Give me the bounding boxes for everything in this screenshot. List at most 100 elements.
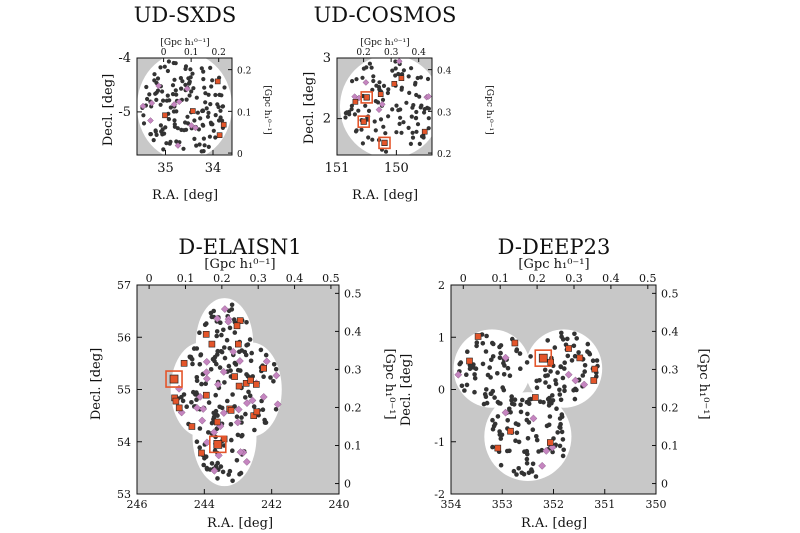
galaxy-point bbox=[194, 95, 199, 100]
top-tick-label: 0.4 bbox=[286, 272, 304, 285]
pink-diamond-point bbox=[362, 79, 370, 86]
galaxy-point bbox=[222, 85, 227, 90]
galaxy-point bbox=[544, 423, 550, 429]
galaxy-point bbox=[538, 399, 543, 405]
galaxy-point bbox=[168, 139, 173, 144]
galaxy-point bbox=[514, 472, 519, 477]
galaxy-point bbox=[217, 365, 223, 370]
galaxy-point bbox=[234, 414, 240, 420]
galaxy-point bbox=[173, 61, 178, 66]
galaxy-point bbox=[562, 360, 567, 366]
galaxy-point bbox=[244, 320, 249, 325]
galaxy-point bbox=[480, 361, 486, 367]
galaxy-point bbox=[218, 108, 223, 113]
galaxy-point bbox=[406, 74, 411, 79]
top-axis-label: [Gpc h₁⁰⁻¹] bbox=[204, 257, 275, 272]
orange-square-point bbox=[466, 357, 473, 365]
galaxy-point bbox=[398, 115, 403, 120]
galaxy-point bbox=[197, 330, 202, 336]
orange-square-point bbox=[235, 340, 242, 348]
galaxy-point bbox=[394, 130, 399, 135]
galaxy-point bbox=[518, 409, 524, 415]
galaxy-point bbox=[184, 404, 189, 410]
y-tick-label: 57 bbox=[117, 279, 131, 292]
galaxy-point bbox=[422, 110, 427, 115]
panel-ud-sxds: UD-SXDS [Gpc h₁⁰⁻¹] R.A. [deg] Decl. [de… bbox=[101, 3, 272, 203]
pink-diamond-point bbox=[202, 357, 211, 366]
galaxy-point bbox=[590, 358, 596, 364]
galaxy-point bbox=[203, 454, 209, 460]
galaxy-point bbox=[172, 77, 177, 82]
galaxy-point bbox=[517, 351, 523, 356]
galaxy-point bbox=[240, 432, 245, 438]
top-axis-label: [Gpc h₁⁰⁻¹] bbox=[360, 38, 409, 48]
top-tick-label: 0.5 bbox=[322, 272, 340, 285]
right-tick-label: 0.2 bbox=[661, 401, 679, 414]
galaxy-point bbox=[201, 149, 206, 154]
galaxy-point bbox=[201, 77, 206, 82]
orange-square-point bbox=[214, 418, 221, 426]
galaxy-point bbox=[491, 423, 497, 429]
galaxy-point bbox=[495, 414, 501, 419]
galaxy-point bbox=[190, 361, 195, 367]
galaxy-point bbox=[246, 389, 251, 395]
galaxy-point bbox=[511, 468, 517, 474]
galaxy-point bbox=[525, 436, 531, 441]
galaxy-point bbox=[208, 367, 214, 372]
galaxy-point bbox=[172, 118, 177, 123]
galaxy-point bbox=[214, 333, 219, 339]
galaxy-point bbox=[211, 414, 217, 420]
pink-diamond-point bbox=[139, 102, 147, 110]
right-tick-label: 0.5 bbox=[344, 287, 362, 300]
top-axis-label: [Gpc h₁⁰⁻¹] bbox=[160, 38, 209, 48]
galaxy-point bbox=[562, 366, 567, 371]
galaxy-point bbox=[231, 317, 237, 322]
galaxy-point bbox=[201, 123, 206, 128]
galaxy-point bbox=[474, 340, 480, 345]
galaxy-point bbox=[273, 366, 279, 372]
galaxy-point bbox=[492, 395, 497, 400]
galaxy-point bbox=[152, 72, 157, 77]
galaxy-point bbox=[168, 105, 173, 110]
right-tick-label: 0.3 bbox=[437, 108, 452, 118]
orange-square-point bbox=[260, 364, 268, 372]
pink-diamond-point bbox=[501, 353, 510, 362]
galaxy-point bbox=[210, 356, 216, 362]
galaxy-point bbox=[498, 350, 503, 356]
galaxy-point bbox=[417, 141, 422, 146]
galaxy-point bbox=[472, 376, 478, 381]
x-axis-label: R.A. [deg] bbox=[521, 516, 587, 531]
galaxy-point bbox=[154, 132, 159, 137]
galaxy-point bbox=[151, 138, 156, 143]
galaxy-point bbox=[571, 343, 577, 349]
galaxy-point bbox=[161, 147, 166, 152]
galaxy-point bbox=[398, 107, 403, 112]
y-axis-label: Decl. [deg] bbox=[302, 72, 317, 144]
galaxy-point bbox=[213, 92, 218, 98]
galaxy-point bbox=[401, 120, 406, 125]
galaxy-point bbox=[498, 436, 504, 441]
galaxy-point bbox=[386, 114, 391, 119]
galaxy-point bbox=[497, 432, 503, 437]
galaxy-point bbox=[557, 416, 563, 421]
galaxy-point bbox=[263, 420, 269, 425]
galaxy-point bbox=[558, 397, 564, 403]
right-tick-label: 0.5 bbox=[661, 287, 679, 300]
galaxy-point bbox=[153, 129, 158, 134]
galaxy-point bbox=[208, 310, 214, 316]
orange-square-point bbox=[377, 91, 384, 97]
galaxy-point bbox=[243, 395, 248, 400]
galaxy-point bbox=[514, 430, 520, 436]
galaxy-point bbox=[194, 378, 200, 384]
pink-diamond-point bbox=[229, 347, 238, 356]
galaxy-point bbox=[407, 90, 412, 95]
galaxy-point bbox=[386, 87, 391, 92]
pink-diamond-point bbox=[501, 408, 510, 417]
galaxy-point bbox=[489, 357, 494, 363]
orange-square-point bbox=[180, 359, 188, 367]
galaxy-point bbox=[513, 421, 519, 426]
orange-square-point bbox=[172, 397, 180, 405]
galaxy-point bbox=[206, 92, 211, 97]
pink-diamond-point bbox=[224, 317, 233, 326]
galaxy-point bbox=[158, 123, 163, 128]
